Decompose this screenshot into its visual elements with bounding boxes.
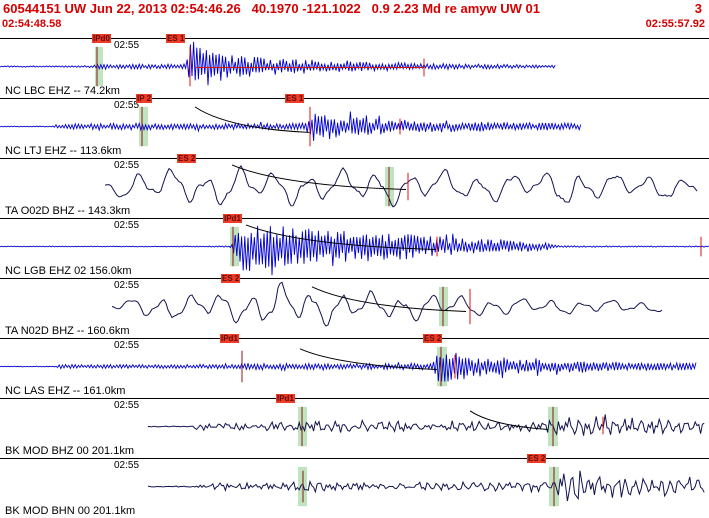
pick-flag[interactable]: ES 2	[527, 454, 547, 463]
window-start-time: 02:54:48.58	[2, 18, 62, 30]
waveform-trace	[111, 281, 663, 327]
waveform-trace	[104, 164, 698, 208]
station-label: NC LAS EHZ -- 161.0km	[5, 385, 126, 397]
waveform-canvas[interactable]	[0, 399, 709, 458]
waveform-canvas[interactable]	[0, 219, 709, 278]
coda-decay-curve	[245, 224, 437, 250]
trace-row[interactable]: 02:55 NC LBC EHZ -- 74.2km IPd0 ES 1	[0, 34, 709, 99]
pick-flag[interactable]: ES 2	[423, 334, 443, 343]
station-label: TA O02D BHZ -- 143.3km	[5, 205, 131, 217]
coda-decay-curve	[469, 410, 549, 430]
trace-row[interactable]: 02:55 TA O02D BHZ -- 143.3km ES 2	[0, 154, 709, 219]
event-header: 60544151 UW Jun 22, 2013 02:54:46.26 40.…	[0, 0, 709, 17]
pick-flag[interactable]: ES 1	[166, 34, 186, 43]
time-window-bar: 02:54:48.58 02:55:57.92	[0, 17, 709, 38]
pick-flag[interactable]: IPd1	[223, 214, 242, 223]
trace-row[interactable]: 02:55 BK MOD BHZ 00 201.1km IPd1	[0, 394, 709, 459]
pick-flag[interactable]: ES 2	[177, 154, 197, 163]
trace-row[interactable]: 02:55 NC LTJ EHZ -- 113.6km IP 2 ES 1	[0, 94, 709, 159]
waveform-canvas[interactable]	[0, 159, 709, 218]
coda-decay-curve	[311, 286, 467, 312]
trace-row[interactable]: 02:55 TA N02D BHZ -- 160.6km ES 2	[0, 274, 709, 339]
trace-rows: 02:55 NC LBC EHZ -- 74.2km IPd0 ES 1 02:5…	[0, 34, 709, 518]
trace-time-label: 02:55	[114, 340, 140, 351]
trace-time-label: 02:55	[114, 400, 140, 411]
pick-flag[interactable]: ES 2	[221, 274, 241, 283]
waveform-canvas[interactable]	[0, 339, 709, 398]
trace-row[interactable]: 02:55 NC LAS EHZ -- 161.0km IPd1 ES 2	[0, 334, 709, 399]
event-summary: 60544151 UW Jun 22, 2013 02:54:46.26 40.…	[3, 1, 540, 16]
waveform-trace	[0, 352, 697, 382]
coda-decay-curve	[231, 164, 407, 190]
pick-highlight-band	[95, 46, 103, 87]
waveform-trace	[147, 470, 705, 502]
window-end-time: 02:55:57.92	[645, 18, 705, 30]
station-label: BK MOD BHN 00 201.1km	[5, 505, 136, 517]
waveform-canvas[interactable]	[0, 279, 709, 338]
trace-time-label: 02:55	[114, 280, 140, 291]
station-label: NC LBC EHZ -- 74.2km	[5, 85, 120, 97]
trace-time-label: 02:55	[114, 40, 140, 51]
pick-flag[interactable]: IPd1	[220, 334, 239, 343]
waveform-trace	[0, 225, 709, 276]
trace-time-label: 02:55	[114, 460, 140, 471]
pick-flag[interactable]: IP 2	[136, 94, 153, 103]
trace-time-label: 02:55	[114, 160, 140, 171]
waveform-canvas[interactable]	[0, 459, 709, 518]
coda-decay-curve	[194, 106, 311, 133]
trace-row[interactable]: 02:55 BK MOD BHN 00 201.1km ES 2	[0, 454, 709, 518]
station-label: BK MOD BHZ 00 201.1km	[5, 445, 134, 457]
station-label: TA N02D BHZ -- 160.6km	[5, 325, 130, 337]
pick-flag[interactable]: IPd1	[276, 394, 295, 403]
pick-flag[interactable]: ES 1	[285, 94, 305, 103]
event-header-count: 3	[694, 1, 702, 16]
trace-time-label: 02:55	[114, 220, 140, 231]
waveform-canvas[interactable]	[0, 39, 709, 98]
waveform-trace	[0, 41, 556, 86]
coda-decay-curve	[299, 348, 438, 370]
waveform-trace	[0, 111, 582, 141]
waveform-trace	[147, 414, 705, 436]
trace-time-label: 02:55	[114, 100, 140, 111]
trace-row[interactable]: 02:55 NC LGB EHZ 02 156.0km IPd1	[0, 214, 709, 279]
pick-flag[interactable]: IPd0	[92, 34, 111, 43]
station-label: NC LGB EHZ 02 156.0km	[5, 265, 132, 277]
station-label: NC LTJ EHZ -- 113.6km	[5, 145, 122, 157]
pick-highlight-band	[437, 346, 447, 387]
waveform-canvas[interactable]	[0, 99, 709, 158]
